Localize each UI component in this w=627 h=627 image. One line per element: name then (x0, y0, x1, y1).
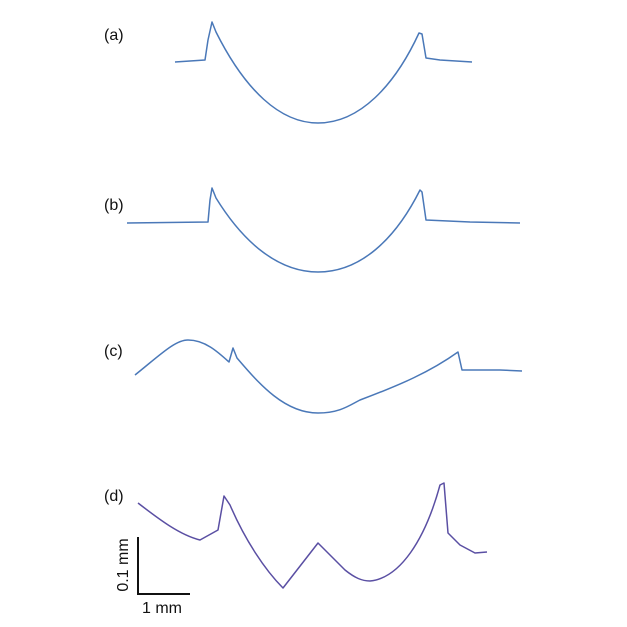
scale-bar-label: 0.1 mm (115, 538, 132, 591)
panel-label: (a) (104, 27, 124, 44)
profile-trace (137, 482, 488, 589)
panel-label: (c) (104, 343, 123, 360)
profile-trace (134, 339, 523, 414)
panel-label: (b) (104, 197, 124, 214)
panel-label: (d) (104, 488, 124, 505)
scale-bar-label: 1 mm (142, 600, 182, 617)
scale-bar (137, 537, 190, 595)
profile-trace (174, 21, 473, 124)
profile-trace (126, 187, 521, 273)
